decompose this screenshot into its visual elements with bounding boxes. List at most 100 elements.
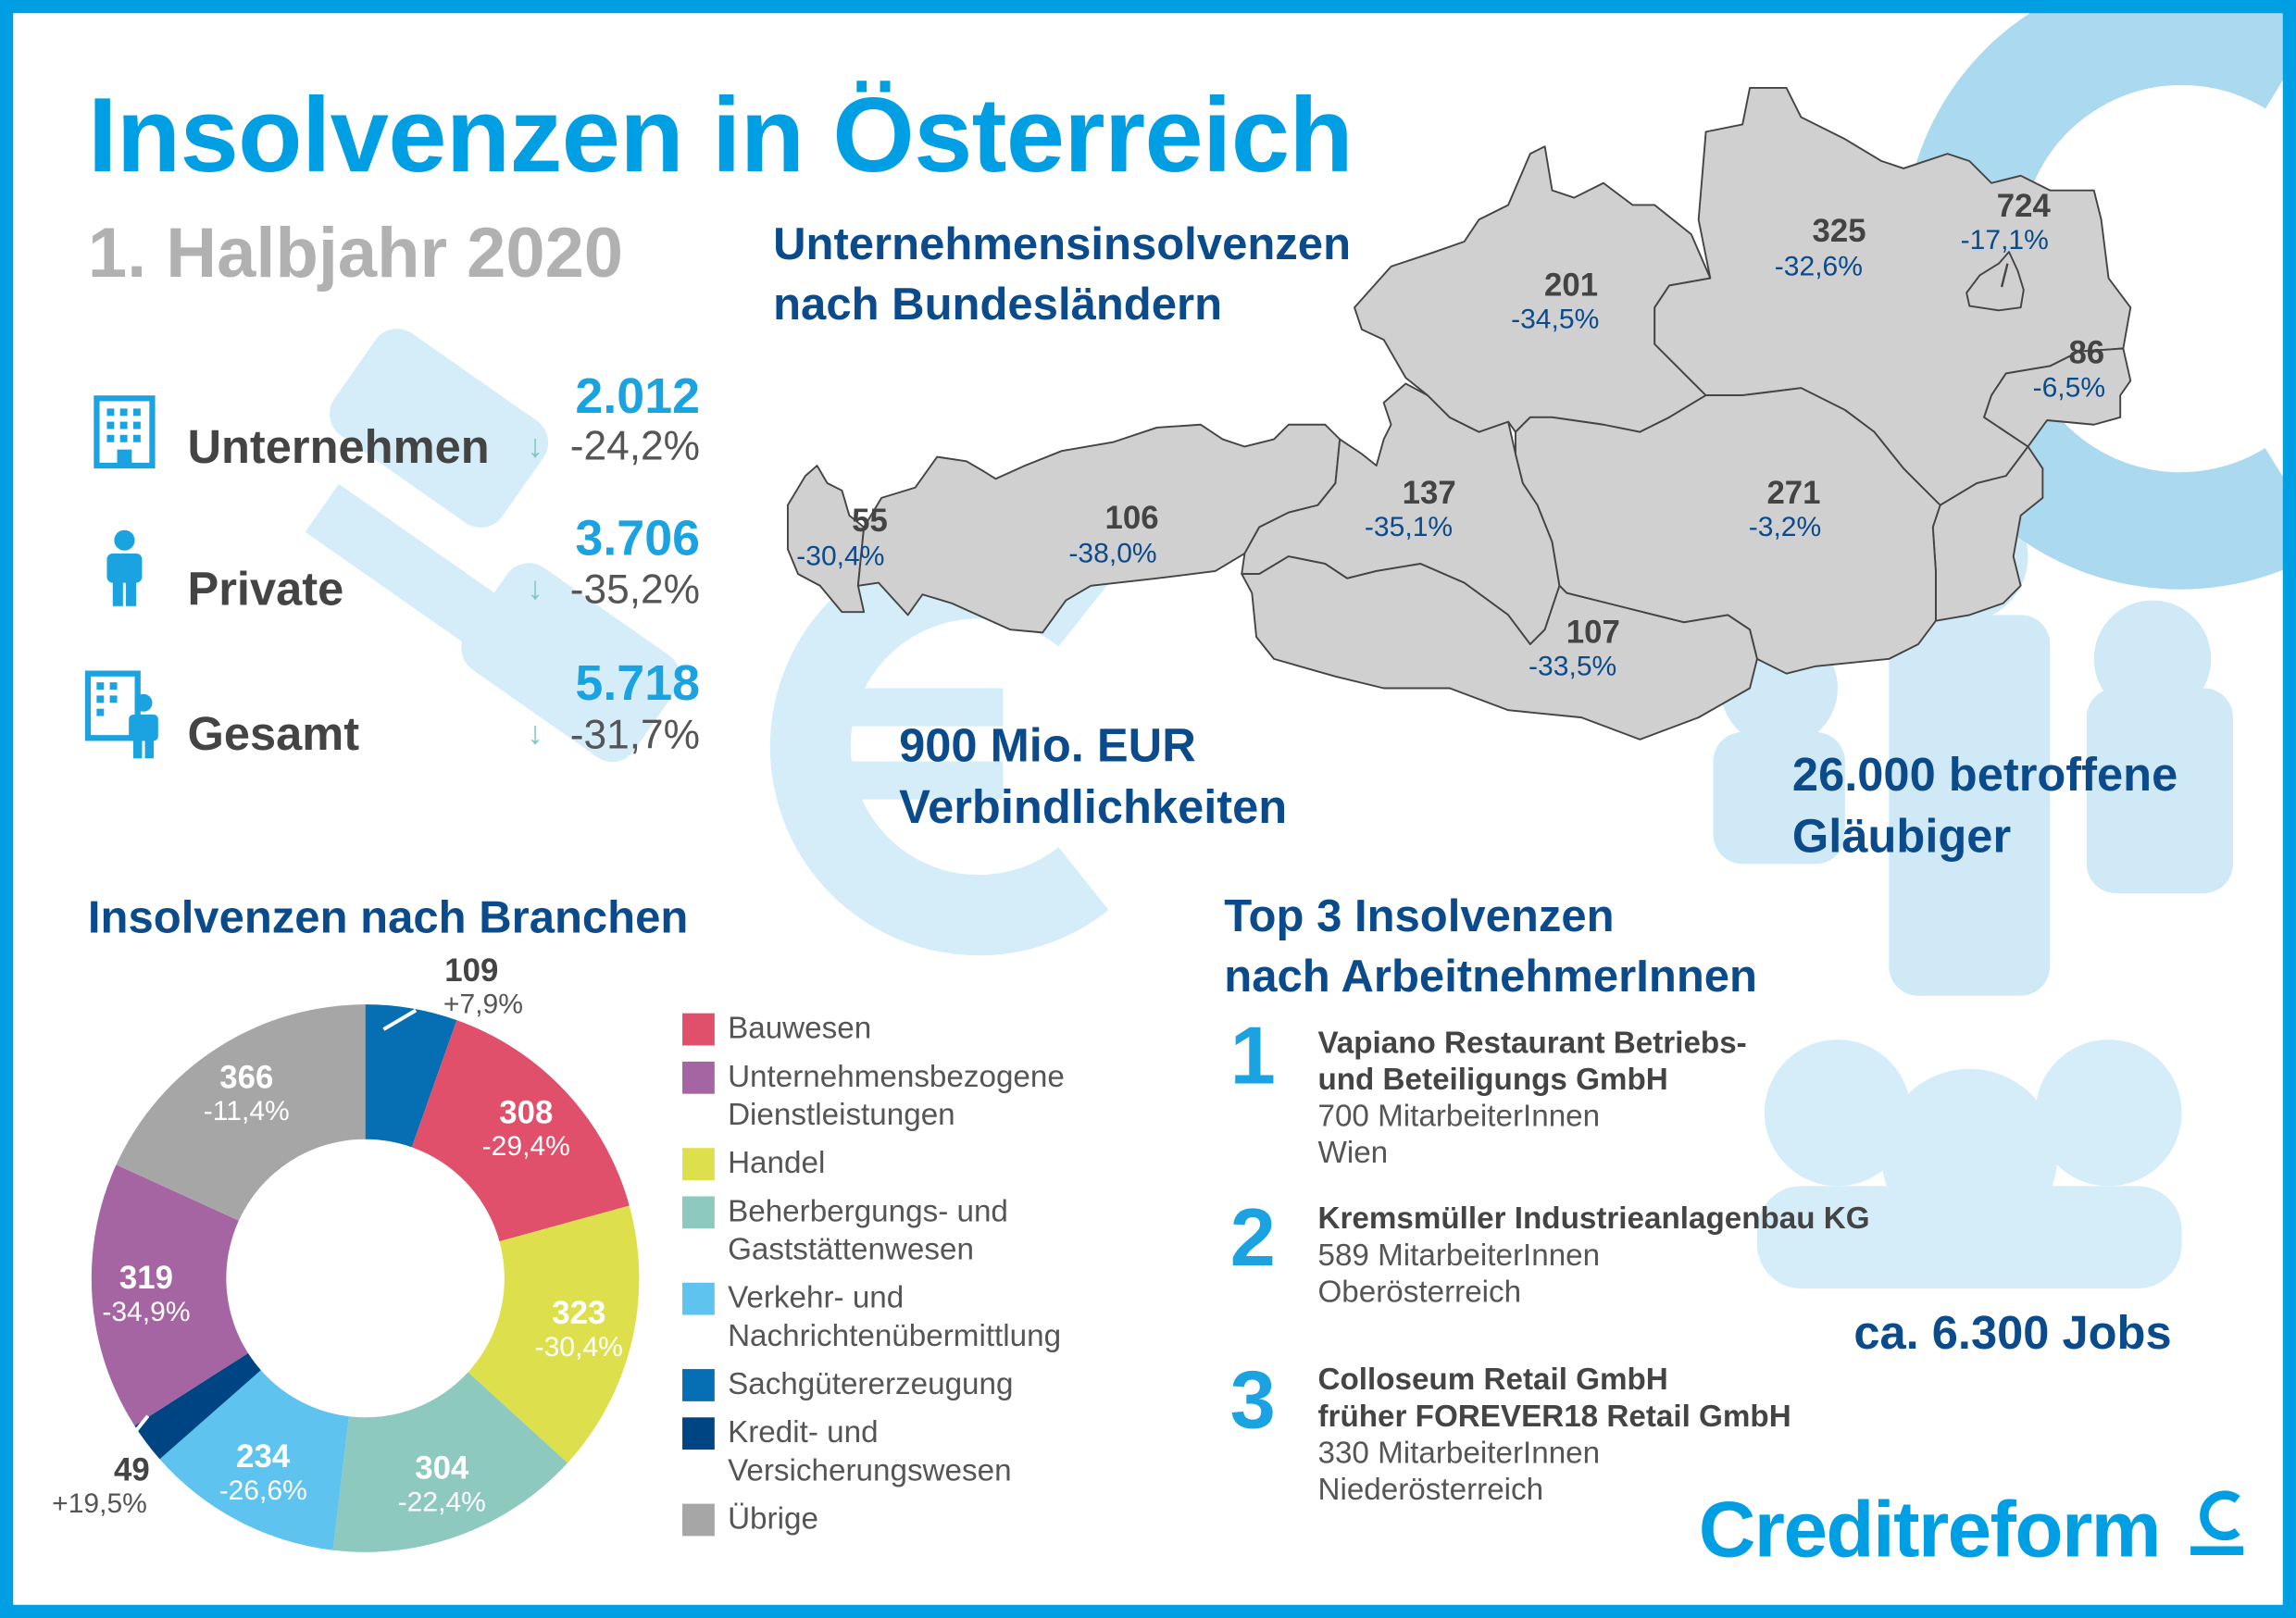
data-label-change: +19,5%	[52, 1488, 147, 1521]
leader-line	[134, 1414, 150, 1432]
legend-label-line: Verkehr- und	[728, 1281, 905, 1315]
data-label-change: -22,4%	[397, 1487, 486, 1518]
rank-number: 3	[1229, 1352, 1276, 1446]
top3-location: Niederösterreich	[1317, 1473, 1544, 1507]
region-change: -3,2%	[1748, 512, 1822, 543]
legend-item: Übrige	[682, 1500, 1065, 1538]
person-icon	[106, 529, 143, 606]
legend-item: Beherbergungs- und Gaststättenwesen	[682, 1193, 1065, 1269]
region-kaernten	[1241, 555, 1758, 741]
legend-label: Übrige	[728, 1500, 818, 1538]
stat-value-companies: 2.012	[575, 368, 701, 425]
region-value: 107	[1566, 613, 1620, 651]
liabilities-label: Verbindlichkeiten	[899, 780, 1288, 834]
jobs-text: ca. 6.300 Jobs	[1853, 1306, 2172, 1360]
group-icon	[1756, 1039, 2182, 1289]
legend-label-line: Unternehmensbezogene	[728, 1060, 1065, 1094]
legend-label-line: Beherbergungs- und	[728, 1194, 1008, 1229]
region-change: -33,5%	[1529, 651, 1617, 683]
leader-line	[382, 1008, 418, 1031]
top3-item: Kremsmüller Industrieanlagenbau KG 589 Mi…	[1317, 1201, 1869, 1311]
region-change: -38,0%	[1068, 539, 1157, 570]
legend-label-line: Gaststättenwesen	[728, 1232, 974, 1267]
top3-item: Colloseum Retail GmbH früher FOREVER18 Re…	[1317, 1362, 1791, 1508]
vienna-leader-line	[2000, 263, 2009, 288]
legend-item: Bauwesen	[682, 1011, 1065, 1049]
region-change: -17,1%	[1960, 225, 2049, 256]
stat-change-companies: -24,2%	[569, 423, 701, 469]
legend-swatch	[682, 1282, 715, 1315]
top3-title-line2: nach ArbeitnehmerInnen	[1224, 950, 1758, 1002]
region-value: 106	[1104, 499, 1159, 536]
data-label-change: -29,4%	[481, 1131, 570, 1163]
creditreform-c-icon	[2190, 1490, 2244, 1555]
legend-label-line: Handel	[728, 1146, 826, 1181]
arrow-down-icon: ↓	[527, 569, 543, 606]
donut-segment	[116, 1004, 366, 1221]
legend-item: Handel	[682, 1145, 1065, 1183]
legend-label-line: Sachgütererzeugung	[728, 1367, 1014, 1401]
branches-title: Insolvenzen nach Branchen	[87, 891, 689, 943]
region-change: -34,5%	[1511, 305, 1600, 336]
region-value: 86	[2068, 333, 2105, 371]
top3-item: Vapiano Restaurant Betriebs-und Beteilig…	[1317, 1025, 1746, 1171]
legend-swatch	[682, 1196, 715, 1229]
map-title: Unternehmensinsolvenzen nach Bundeslände…	[773, 214, 1351, 334]
data-label-change: -34,9%	[102, 1296, 191, 1328]
donut-segment	[468, 1205, 640, 1463]
legend-item: Kredit- und Versicherungswesen	[682, 1414, 1065, 1490]
page-title: Insolvenzen in Österreich	[87, 77, 1354, 195]
donut-segment	[134, 1352, 261, 1460]
legend-label-line: Nachrichtenübermittlung	[728, 1319, 1062, 1353]
rank-number: 2	[1229, 1190, 1276, 1283]
donut-segment	[159, 1370, 349, 1550]
region-change: -32,6%	[1774, 252, 1863, 283]
stat-label-private: Private	[187, 562, 344, 616]
chart-legend: Bauwesen Unternehmensbezogene Dienstleistu…	[682, 1011, 1065, 1550]
donut-segment	[91, 1164, 248, 1426]
donut-segment	[332, 1372, 568, 1552]
donut-segment	[365, 1004, 457, 1148]
legend-label: Kredit- und Versicherungswesen	[728, 1414, 1011, 1490]
legend-item: Verkehr- und Nachrichtenübermittlung	[682, 1280, 1065, 1356]
legend-label-line: Bauwesen	[728, 1012, 872, 1046]
data-label-value: 49	[113, 1450, 150, 1488]
page-subtitle: 1. Halbjahr 2020	[87, 215, 624, 293]
top3-employees: 330 MitarbeiterInnen	[1317, 1436, 1601, 1471]
legend-label-line: Übrige	[728, 1502, 818, 1537]
region-change: -35,1%	[1364, 512, 1454, 543]
region-change: -30,4%	[796, 541, 885, 573]
creditors-amount: 26.000 betroffene	[1791, 748, 2178, 802]
data-label-value: 234	[236, 1438, 291, 1475]
arrow-down-icon: ↓	[527, 427, 543, 465]
data-label-change: -30,4%	[534, 1332, 623, 1363]
donut-segment	[411, 1020, 630, 1242]
creditreform-logo: Creditreform	[1698, 1486, 2162, 1574]
legend-label: Handel	[728, 1145, 825, 1183]
region-value: 137	[1402, 474, 1456, 512]
top3-name1: Vapiano Restaurant Betriebs-	[1317, 1026, 1747, 1061]
top3-name2: früher FOREVER18 Retail GmbH	[1317, 1400, 1791, 1434]
region-value: 271	[1766, 474, 1821, 512]
legend-label: Unternehmensbezogene Dienstleistungen	[728, 1059, 1065, 1135]
data-label-value: 109	[444, 952, 499, 989]
legend-label-line: Kredit- und	[728, 1415, 879, 1450]
legend-label-line: Versicherungswesen	[728, 1453, 1012, 1488]
liabilities-text: 900 Mio. EUR Verbindlichkeiten	[899, 715, 1287, 838]
stat-value-total: 5.718	[575, 655, 701, 712]
gavel-icon	[305, 329, 680, 763]
legend-item: Sachgütererzeugung	[682, 1366, 1065, 1404]
stat-label-companies: Unternehmen	[187, 420, 490, 473]
region-value: 55	[852, 502, 888, 540]
region-value: 201	[1544, 266, 1599, 304]
legend-swatch	[682, 1417, 715, 1450]
region-value: 325	[1812, 212, 1866, 249]
legend-swatch	[682, 1369, 715, 1401]
region-value: 724	[1996, 187, 2051, 225]
creditors-text: 26.000 betroffene Gläubiger	[1792, 744, 2177, 867]
data-label-value: 323	[552, 1294, 606, 1331]
legend-label: Sachgütererzeugung	[728, 1366, 1013, 1404]
creditors-label: Gläubiger	[1791, 809, 2012, 863]
